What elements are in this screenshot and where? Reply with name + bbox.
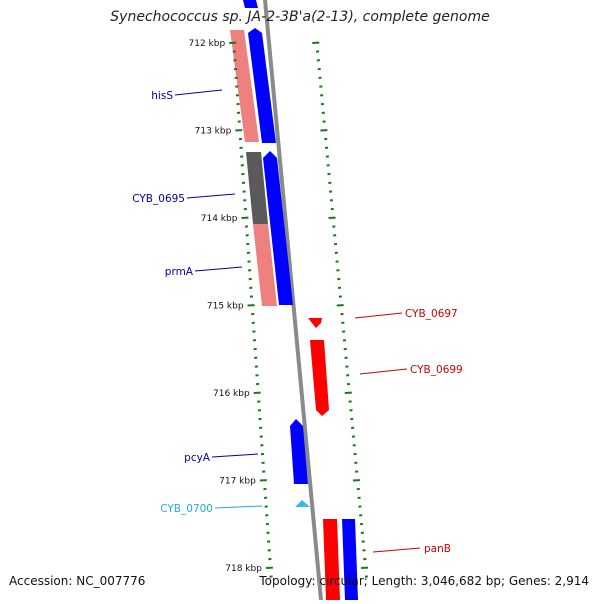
scale-tick-label: 718 kbp [225,564,262,574]
scale-tick-label: 714 kbp [201,214,238,224]
scale-tick-label: 713 kbp [195,127,232,137]
gene-label-leader [212,454,258,457]
gene-label[interactable]: CYB_0699 [410,364,463,376]
gene-CYB_0697-arrow [308,318,322,328]
gene-label-leader [215,506,262,508]
gene-label[interactable]: pcyA [184,452,211,464]
gene-label[interactable]: prmA [165,266,194,278]
scale-tick-label: 712 kbp [189,39,226,49]
topology-text: Topology: circular; Length: 3,046,682 bp… [259,574,589,588]
gene-CYB_0699-arrow [310,340,329,416]
gene-label[interactable]: panB [424,543,451,555]
gene-label-layer: hisS CYB_0695 prmA pcyA CYB_0700 CYB_0697 CYB_… [132,90,463,555]
gene-CYB_0700-arrow [295,500,310,507]
scale-tick-label: 716 kbp [213,389,250,399]
accession-text: Accession: NC_007776 [9,574,145,588]
gene-label-leader [373,548,420,552]
gene-label[interactable]: hisS [151,90,173,102]
gene-label[interactable]: CYB_0695 [132,193,185,205]
gene-label-leader [175,90,222,95]
scale-tick-label: 717 kbp [219,477,256,487]
gene-label-leader [355,313,402,318]
gene-label[interactable]: CYB_0700 [160,503,213,515]
gene-label-leader [187,194,235,198]
map-title: Synechococcus sp. JA-2-3B'a(2-13), compl… [0,9,600,25]
gene-label[interactable]: CYB_0697 [405,308,458,320]
scale-tick-label: 715 kbp [207,302,244,312]
tick-layer: 712 kbp 713 kbp 714 kbp 715 kbp 716 kbp 717 k… [189,39,369,577]
gene-label-leader [195,267,242,271]
gene-hisS-bar [243,0,258,8]
gene-label-leader [360,369,407,374]
